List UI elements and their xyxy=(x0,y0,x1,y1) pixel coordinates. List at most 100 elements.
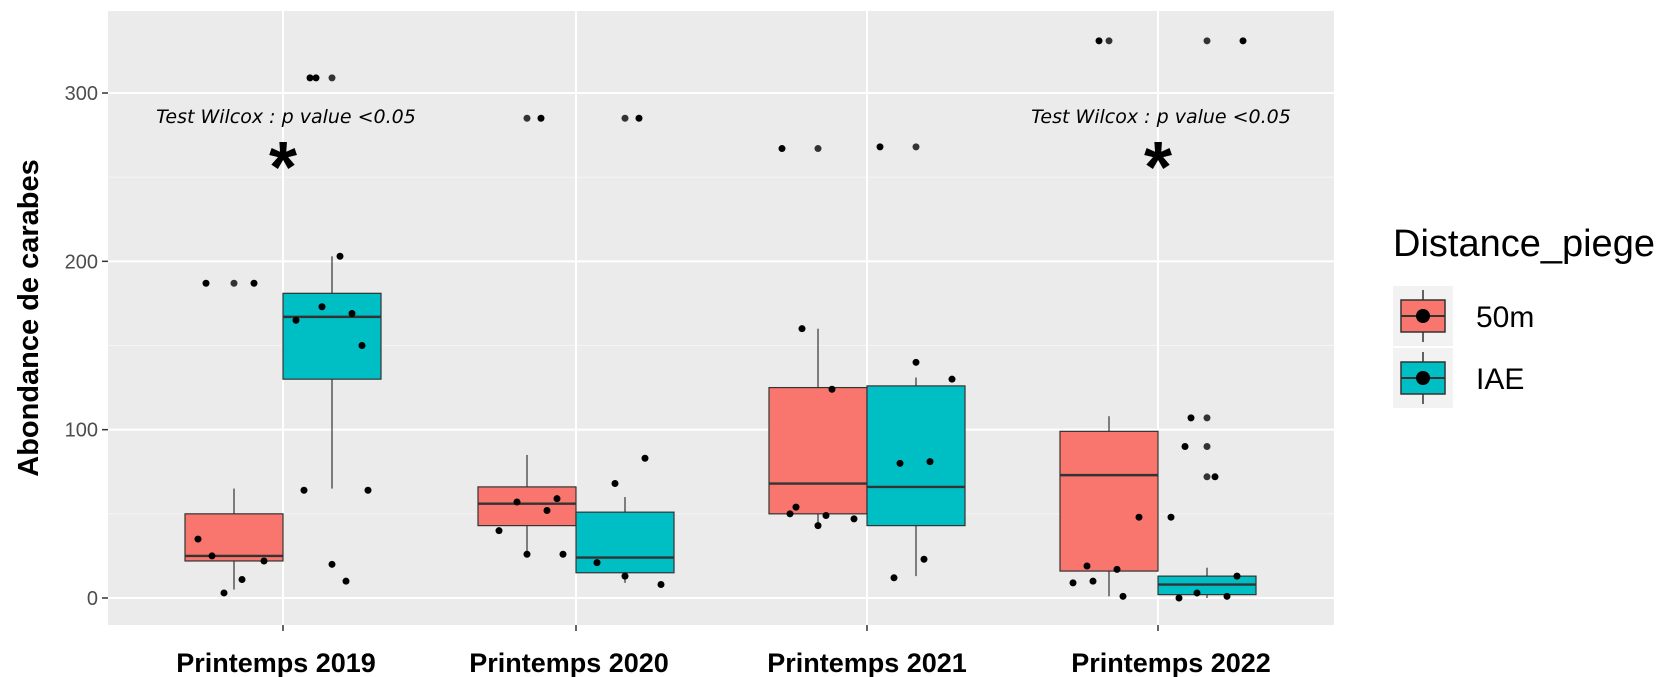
data-point xyxy=(1089,577,1097,585)
outlier-point xyxy=(1105,37,1113,45)
data-point xyxy=(559,550,567,558)
data-point xyxy=(1175,594,1183,602)
data-point xyxy=(495,527,503,535)
box-IAE-3 xyxy=(1157,567,1257,598)
box-iqr xyxy=(282,292,382,380)
box-IAE-1 xyxy=(575,497,675,583)
data-point xyxy=(300,486,308,494)
data-point xyxy=(208,552,216,560)
outlier-point xyxy=(523,114,531,122)
data-point xyxy=(292,316,300,324)
data-point xyxy=(348,310,356,318)
box-50m-3 xyxy=(1059,416,1159,597)
data-point xyxy=(202,279,210,287)
data-point xyxy=(778,145,786,153)
axes-layer: 0 100 200 300 Printemps 2019 Printemps 2020 Pr… xyxy=(65,83,1271,677)
data-point xyxy=(635,114,643,122)
points-layer xyxy=(194,37,1247,602)
outlier-point xyxy=(912,143,920,151)
data-point xyxy=(828,385,836,393)
data-point xyxy=(948,375,956,383)
data-point xyxy=(920,555,928,563)
data-point xyxy=(926,458,934,466)
box-IAE-2 xyxy=(866,377,966,577)
data-point xyxy=(1233,572,1241,580)
data-point xyxy=(611,480,619,488)
data-point xyxy=(220,589,228,597)
data-point xyxy=(641,454,649,462)
legend-key-IAE: IAE xyxy=(1393,348,1524,408)
data-point xyxy=(238,575,246,583)
data-point xyxy=(364,486,372,494)
y-tick-label: 0 xyxy=(87,588,98,610)
data-point xyxy=(336,252,344,260)
data-point xyxy=(1181,443,1189,450)
data-point xyxy=(1167,513,1175,521)
legend-key-point xyxy=(1416,309,1430,323)
data-point xyxy=(593,559,601,567)
box-iqr xyxy=(575,511,675,574)
data-point xyxy=(1095,37,1103,45)
data-point xyxy=(1193,589,1201,597)
data-point xyxy=(306,74,314,82)
significance-star: * xyxy=(1144,128,1172,208)
data-point xyxy=(912,358,920,366)
legend-key-50m: 50m xyxy=(1393,286,1534,346)
box-iqr xyxy=(1059,430,1159,572)
boxes-layer xyxy=(184,256,1257,598)
data-point xyxy=(1069,579,1077,587)
y-tick-label: 200 xyxy=(65,251,98,273)
data-point xyxy=(537,114,545,122)
data-point xyxy=(342,577,350,585)
annotations-layer: Test Wilcox : p value <0.05*Test Wilcox … xyxy=(156,106,1291,208)
outlier-point xyxy=(1203,443,1211,450)
x-tick-label: Printemps 2019 xyxy=(176,648,376,677)
outlier-point xyxy=(230,279,238,287)
legend-label: 50m xyxy=(1476,301,1534,334)
data-point xyxy=(798,325,806,333)
data-point xyxy=(543,506,551,514)
legend-key-point xyxy=(1416,371,1430,385)
data-point xyxy=(814,522,822,530)
y-tick-label: 100 xyxy=(65,420,98,442)
data-point xyxy=(786,510,794,518)
data-point xyxy=(523,550,531,558)
data-point xyxy=(1187,414,1195,422)
box-IAE-0 xyxy=(282,256,382,489)
outlier-point xyxy=(1203,37,1211,45)
box-50m-0 xyxy=(184,488,284,590)
annotation-text: Test Wilcox : p value <0.05 xyxy=(1031,106,1291,128)
legend-label: IAE xyxy=(1476,363,1524,396)
box-iqr xyxy=(866,385,966,527)
data-point xyxy=(553,495,561,503)
legend-title: Distance_piege xyxy=(1393,223,1655,265)
legend: Distance_piege 50m IAE xyxy=(1393,223,1655,408)
data-point xyxy=(312,74,320,82)
significance-star: * xyxy=(269,128,297,208)
data-point xyxy=(328,560,336,568)
outlier-point xyxy=(1203,414,1211,422)
data-point xyxy=(896,459,904,467)
data-point xyxy=(260,557,268,565)
data-point xyxy=(358,342,366,349)
data-point xyxy=(621,572,629,580)
x-tick-label: Printemps 2021 xyxy=(767,648,967,677)
y-tick-label: 300 xyxy=(65,83,98,105)
box-iqr xyxy=(477,486,577,527)
data-point xyxy=(876,143,884,151)
data-point xyxy=(1223,592,1231,600)
outlier-point xyxy=(621,114,629,122)
data-point xyxy=(822,512,830,520)
data-point xyxy=(250,279,258,287)
box-50m-1 xyxy=(477,454,577,555)
box-iqr xyxy=(184,513,284,562)
data-point xyxy=(1083,562,1091,570)
y-axis-title: Abondance de carabes xyxy=(13,159,45,477)
box-50m-2 xyxy=(768,328,868,526)
data-point xyxy=(1211,473,1219,481)
data-point xyxy=(1119,592,1127,600)
data-point xyxy=(1113,565,1121,573)
data-point xyxy=(1135,513,1143,521)
data-point xyxy=(513,498,521,506)
